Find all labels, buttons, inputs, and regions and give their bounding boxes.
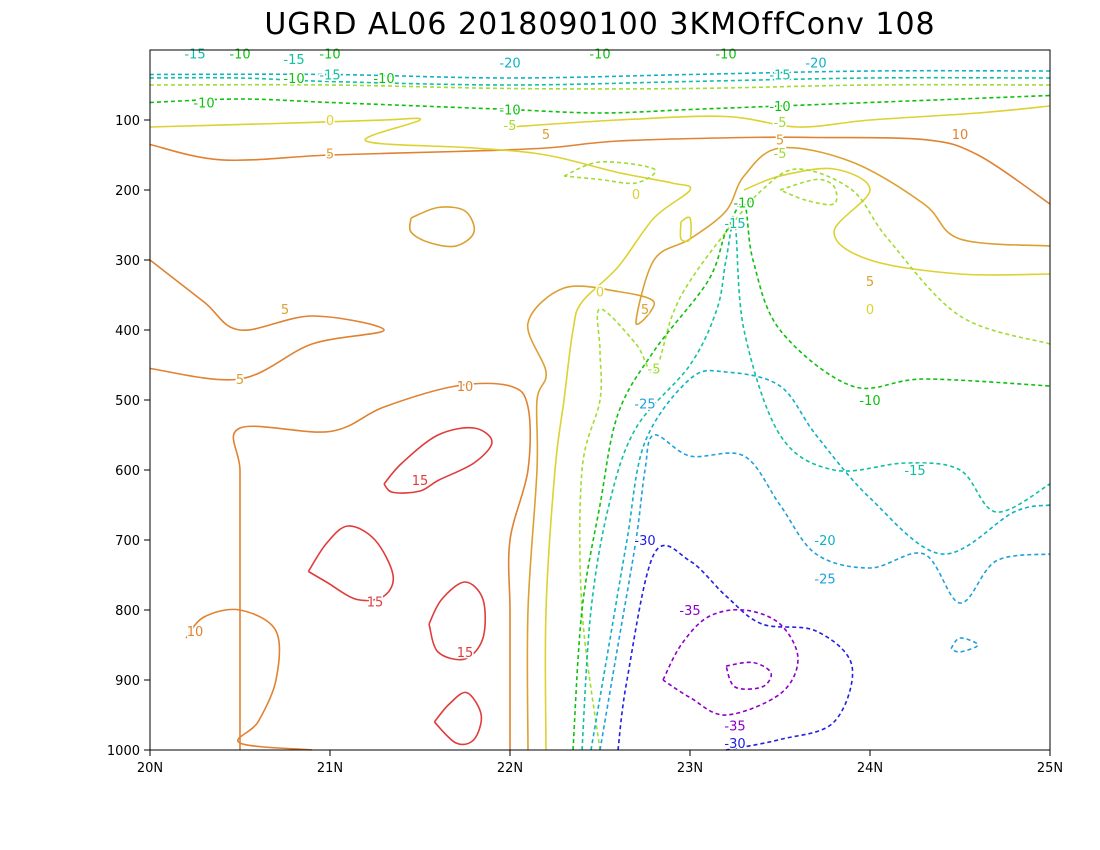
contour-line-0 xyxy=(679,216,692,243)
contour-line-10 xyxy=(185,608,313,751)
contour-label: -15 xyxy=(769,69,790,84)
y-tick-label: 200 xyxy=(115,184,140,199)
contour-line-neg5 xyxy=(149,83,1051,90)
contour-line-0 xyxy=(509,105,1051,128)
contour-line-5 xyxy=(526,146,1051,751)
contour-label: -15 xyxy=(283,53,304,68)
contour-line-5 xyxy=(408,206,476,248)
x-tick-label: 23N xyxy=(677,761,703,776)
x-tick-label: 20N xyxy=(137,761,163,776)
contour-label: 0 xyxy=(866,303,874,318)
contour-labels: -15 -10 -10-15-10 -15 -10-10 -10 -10-15-20-20-… xyxy=(183,46,970,754)
contour-label: 5 xyxy=(236,373,244,388)
y-tick-label: 600 xyxy=(115,464,140,479)
contour-line-neg5 xyxy=(779,178,838,206)
contour-label: -35 xyxy=(724,720,745,735)
contour-line-15 xyxy=(383,426,493,494)
contour-line-neg25 xyxy=(599,434,1051,751)
contour-label: 15 xyxy=(457,646,474,661)
contour-line-neg10 xyxy=(572,202,1051,751)
contour-label: 10 xyxy=(457,380,474,395)
contour-line-15 xyxy=(307,525,395,602)
x-tick-label: 22N xyxy=(497,761,523,776)
contour-label: -35 xyxy=(679,604,700,619)
contour-label: -15 xyxy=(724,217,745,232)
contour-label: 0 xyxy=(326,114,334,129)
contour-label: -15 xyxy=(319,69,340,84)
x-tick-label: 25N xyxy=(1037,761,1063,776)
contour-label: -20 xyxy=(499,57,520,72)
contour-label: -5 xyxy=(774,147,787,162)
y-tick-label: 900 xyxy=(115,674,140,689)
contour-label: -20 xyxy=(814,534,835,549)
y-tick-label: 1000 xyxy=(107,744,140,759)
chart-title: UGRD AL06 2018090100 3KMOffConv 108 xyxy=(264,7,935,42)
contour-label: 10 xyxy=(952,128,969,143)
y-tick-label: 300 xyxy=(115,254,140,269)
contour-label: -30 xyxy=(634,534,655,549)
contour-line-neg20 xyxy=(149,69,1051,79)
contour-label: 0 xyxy=(596,286,604,301)
contour-line-neg20 xyxy=(590,369,1051,751)
y-tick-label: 400 xyxy=(115,324,140,339)
contour-line-neg35 xyxy=(725,661,773,690)
contour-line-neg5 xyxy=(578,168,1051,751)
contour-label: 15 xyxy=(367,596,384,611)
contour-label: 5 xyxy=(641,303,649,318)
contour-label: -10 xyxy=(859,394,880,409)
contour-label: 5 xyxy=(776,134,784,149)
contour-label: 5 xyxy=(326,148,334,163)
contour-label: 15 xyxy=(412,474,429,489)
contour-label: -10 xyxy=(499,104,520,119)
contour-label: -25 xyxy=(814,573,835,588)
contour-line-10 xyxy=(149,136,1051,205)
contour-line-neg25 xyxy=(950,637,979,653)
contour-label: -5 xyxy=(504,119,517,134)
contour-line-neg10 xyxy=(149,94,1051,114)
contour-line-15 xyxy=(433,691,483,746)
contour-label: -15 xyxy=(904,464,925,479)
y-tick-label: 500 xyxy=(115,394,140,409)
contour-label: -10 xyxy=(733,197,754,212)
contour-line-neg35 xyxy=(662,608,799,716)
x-tick-label: 24N xyxy=(857,761,883,776)
contour-line-neg5 xyxy=(563,161,657,185)
contour-label: -10 xyxy=(193,97,214,112)
contour-label: 5 xyxy=(542,128,550,143)
contour-line-neg15 xyxy=(149,76,1051,86)
contour-label: -10 xyxy=(373,72,394,87)
y-axis: 100 200 300 400 500 600 700 800 900 1000 xyxy=(107,114,150,759)
contour-line-0 xyxy=(149,117,692,751)
y-tick-label: 800 xyxy=(115,604,140,619)
contour-line-neg15 xyxy=(581,221,1051,751)
contour-line-10 xyxy=(149,259,385,381)
y-tick-label: 100 xyxy=(115,114,140,129)
contour-line-10 xyxy=(232,382,532,750)
contour-label: -5 xyxy=(648,363,661,378)
contour-label: 5 xyxy=(866,275,874,290)
x-axis: 20N 21N 22N 23N 24N 25N xyxy=(137,750,1063,776)
contour-lines xyxy=(149,69,1051,751)
contour-line-neg30 xyxy=(617,544,854,751)
contour-label: -25 xyxy=(634,398,655,413)
contour-label: -10 xyxy=(769,100,790,115)
y-tick-label: 700 xyxy=(115,534,140,549)
contour-line-0 xyxy=(743,167,1051,276)
contour-label: -10 xyxy=(283,72,304,87)
contour-label: 10 xyxy=(187,625,204,640)
contour-line-15 xyxy=(428,581,487,661)
contour-label: 5 xyxy=(281,303,289,318)
contour-label: -30 xyxy=(724,737,745,752)
x-tick-label: 21N xyxy=(317,761,343,776)
contour-label: 0 xyxy=(632,188,640,203)
contour-label: -5 xyxy=(774,116,787,131)
contour-label: -20 xyxy=(805,57,826,72)
